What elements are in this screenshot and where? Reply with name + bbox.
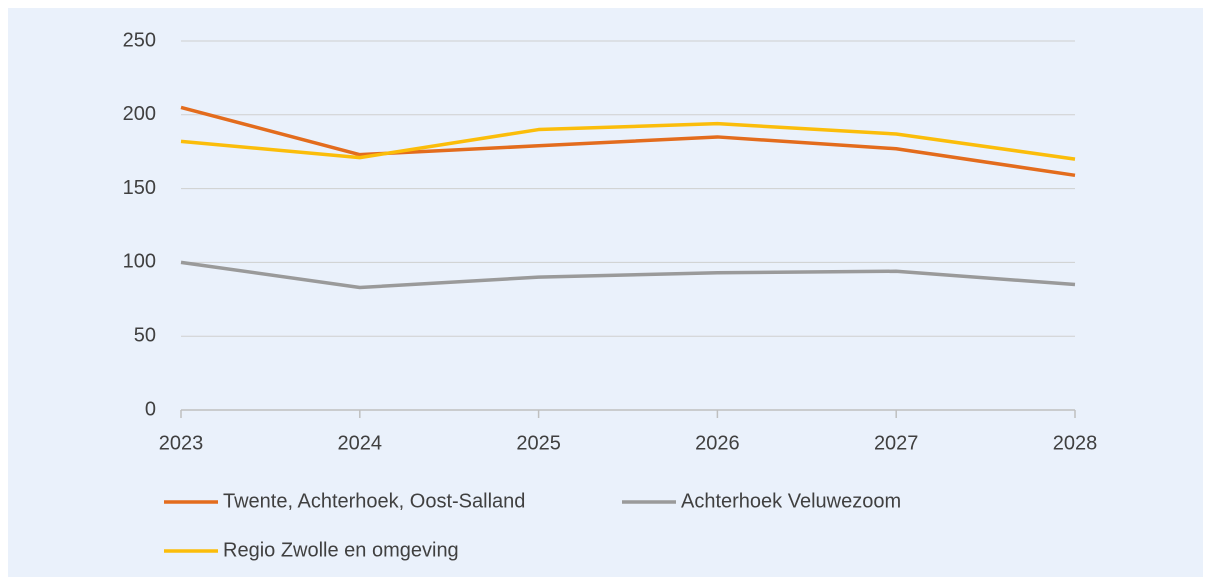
x-tick-label: 2025: [516, 432, 561, 454]
y-tick-label: 200: [123, 103, 156, 125]
y-tick-label: 250: [123, 29, 156, 51]
x-tick-label: 2027: [874, 432, 919, 454]
series-line: [180, 260, 1076, 290]
y-tick-label: 0: [145, 398, 156, 420]
series-line: [180, 105, 1076, 178]
legend-label: Twente, Achterhoek, Oost-Salland: [223, 490, 525, 512]
x-tick-label: 2024: [338, 432, 383, 454]
x-tick-label: 2023: [159, 432, 204, 454]
y-tick-label: 100: [123, 251, 156, 273]
y-tick-label: 50: [134, 324, 156, 346]
legend-label: Regio Zwolle en omgeving: [223, 539, 459, 561]
series-line: [180, 121, 1076, 161]
x-tick-label: 2028: [1053, 432, 1098, 454]
legend-label: Achterhoek Veluwezoom: [681, 490, 901, 512]
y-tick-label: 150: [123, 177, 156, 199]
x-tick-label: 2026: [695, 432, 740, 454]
chart-background: [8, 8, 1203, 577]
